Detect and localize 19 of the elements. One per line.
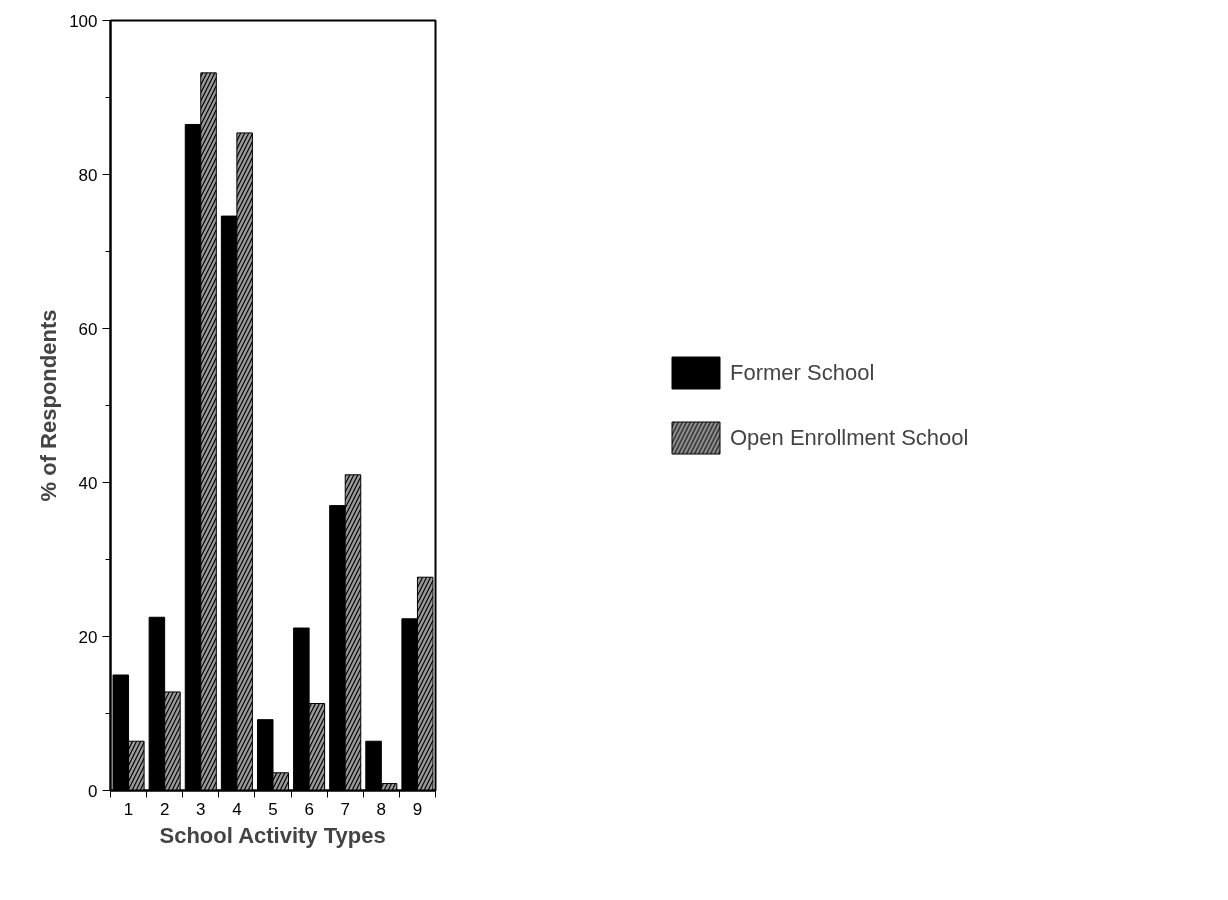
x-tick-label: 5 (268, 799, 278, 819)
legend-label: Open Enrollment School (730, 424, 970, 451)
x-tick-label: 8 (376, 799, 387, 819)
x-tick-label: 1 (123, 799, 134, 819)
legend-label: Former School (730, 359, 876, 386)
x-tick-label: 6 (304, 799, 314, 819)
x-tick-label: 3 (196, 799, 206, 819)
x-tick-label: 7 (340, 799, 350, 819)
x-tick-label: 9 (412, 799, 423, 819)
x-tick-label: 2 (159, 799, 170, 819)
y-tick-label: 20 (78, 627, 98, 647)
y-tick-label: 80 (78, 165, 98, 185)
y-tick-label: 60 (78, 319, 98, 339)
y-tick-label: 0 (88, 781, 98, 801)
x-axis-title: School Activity Types (159, 822, 386, 848)
y-tick-label: 40 (78, 473, 98, 493)
y-tick-label: 100 (69, 11, 98, 31)
y-axis-title: % of Respondents (36, 309, 62, 502)
x-tick-label: 4 (232, 799, 242, 819)
